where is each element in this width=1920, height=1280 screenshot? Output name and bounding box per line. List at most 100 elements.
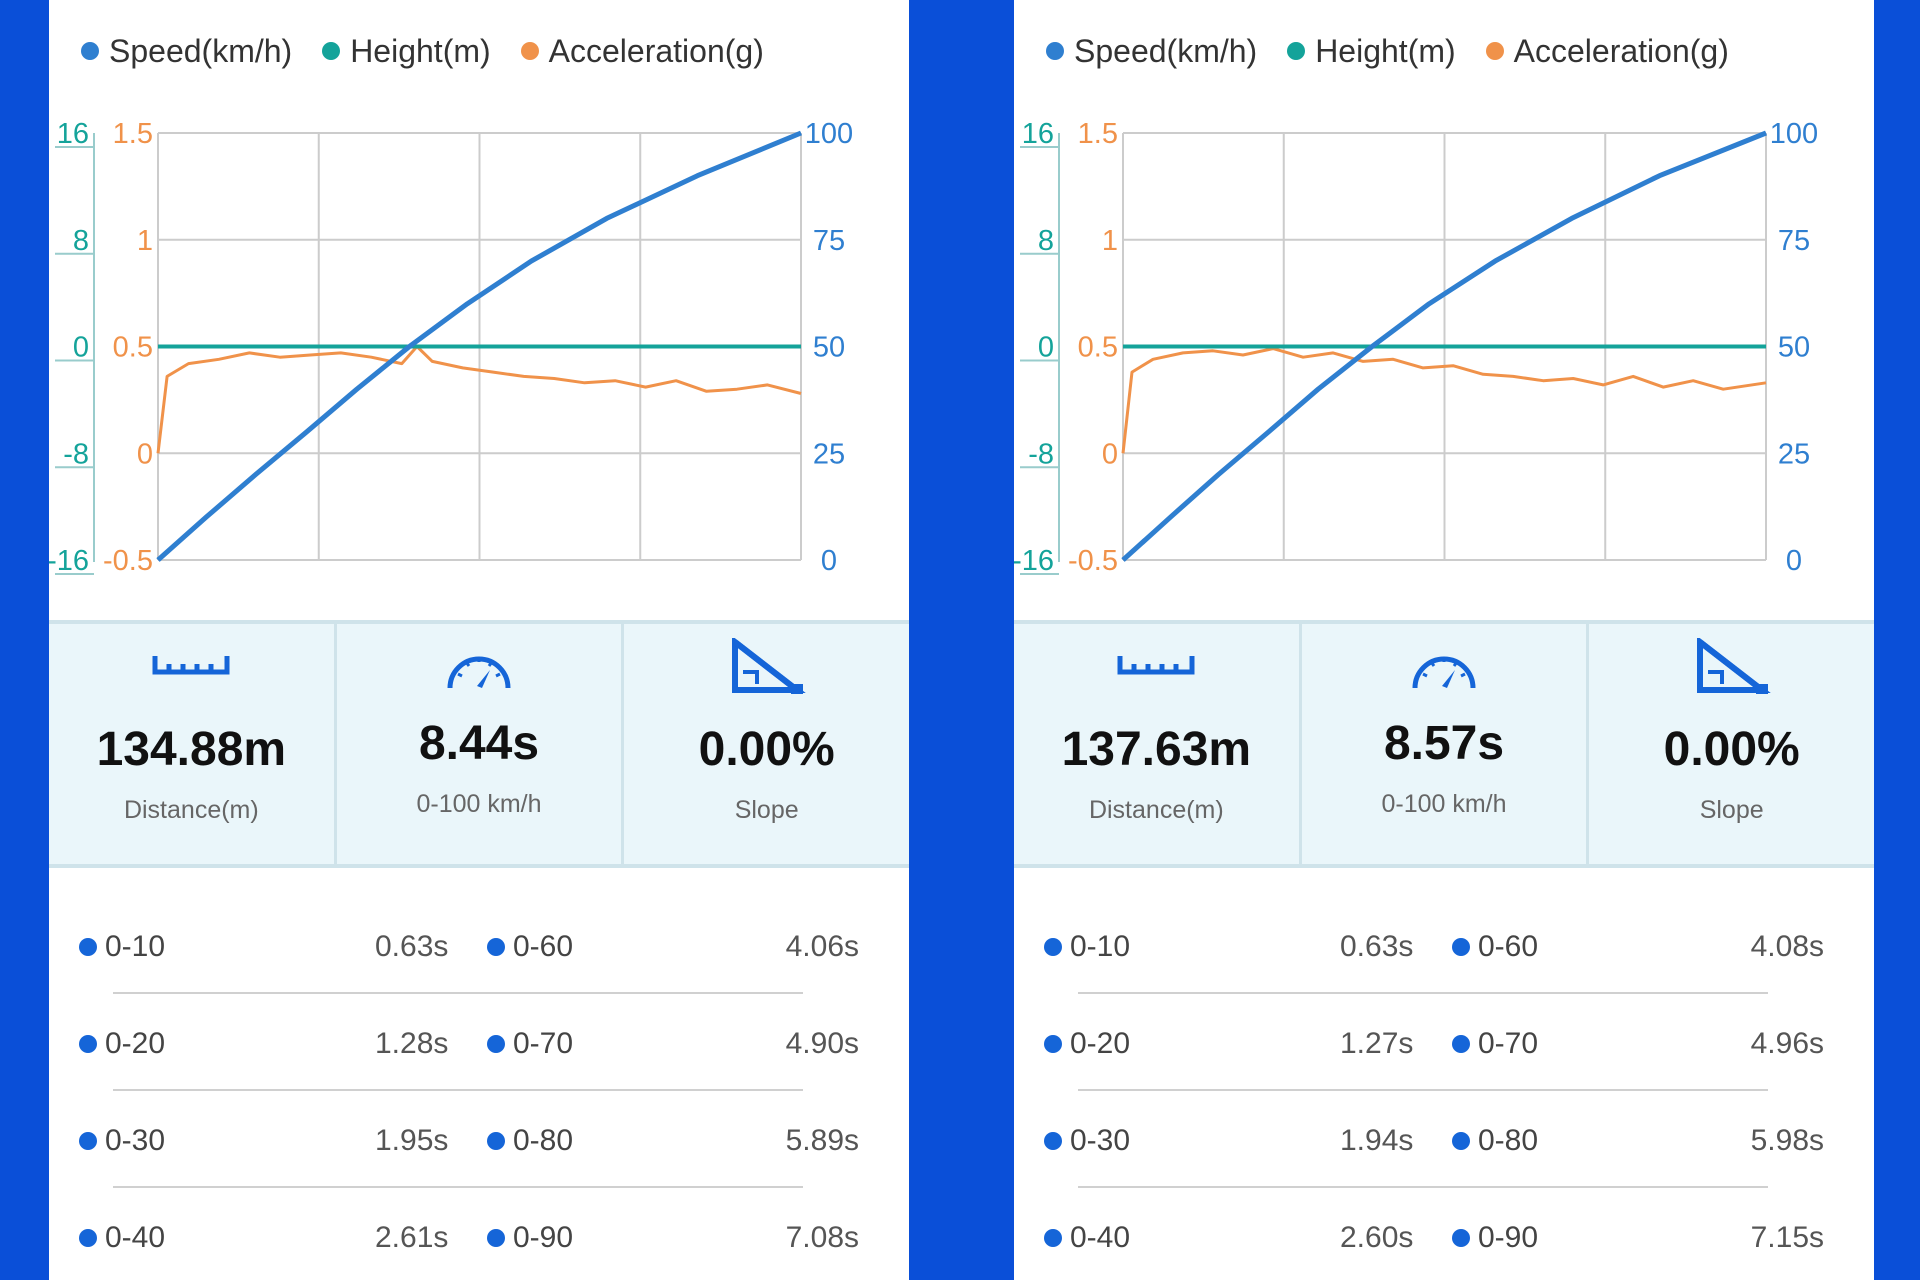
split-left-label: 0-30 <box>79 1124 165 1158</box>
legend-height[interactable]: Height(m) <box>322 32 491 70</box>
bullet-icon <box>79 938 97 956</box>
distance-label: Distance(m) <box>123 796 259 824</box>
bullet-icon <box>1044 1035 1062 1053</box>
bullet-icon <box>1452 1035 1470 1053</box>
divider <box>1078 1186 1768 1188</box>
split-right-label: 0-60 <box>487 930 573 964</box>
height-tick-label: -8 <box>1028 438 1054 470</box>
split-left-label: 0-40 <box>1044 1221 1130 1255</box>
stat-time: 8.57s 0-100 km/h <box>1298 624 1587 864</box>
performance-chart: 16 1.5 100 8 1 75 0 0.5 50 -8 0 25 -16 -0.5 0 <box>1014 118 1818 577</box>
stats-bar: 137.63m Distance(m) 8.57s 0-100 km/h 0.0… <box>1014 620 1874 868</box>
acceleration-line <box>156 345 802 454</box>
speed-tick-label: 100 <box>1770 118 1818 150</box>
bullet-icon <box>1044 1229 1062 1247</box>
height-tick-label: 0 <box>1038 332 1054 364</box>
accel-tick-label: -0.5 <box>1068 545 1118 577</box>
legend-label: Speed(km/h) <box>1074 32 1258 69</box>
speed-dot-icon <box>81 42 99 60</box>
split-label: 0-90 <box>513 1221 574 1254</box>
speed-tick-label: 0 <box>1786 545 1802 577</box>
bullet-icon <box>487 1229 505 1247</box>
speed-tick-label: 75 <box>813 225 845 257</box>
accel-tick-label: 0.5 <box>1078 332 1118 364</box>
split-times: 0-10 0.63s 0-60 4.06s 0-20 1.28s 0-70 4.… <box>49 920 909 1280</box>
split-label: 0-90 <box>1478 1221 1539 1254</box>
time-label: 0-100 km/h <box>1381 790 1507 818</box>
split-right-time: 5.98s <box>1750 1124 1824 1157</box>
accel-tick-label: -0.5 <box>103 545 153 577</box>
legend-height[interactable]: Height(m) <box>1287 32 1456 70</box>
split-left-time: 2.60s <box>1340 1221 1414 1254</box>
performance-chart: 16 1.5 100 8 1 75 0 0.5 50 -8 0 25 -16 -0.5 0 <box>49 118 853 577</box>
split-row: 0-40 2.60s 0-90 7.15s <box>1014 1211 1874 1280</box>
height-tick-label: 8 <box>73 225 89 257</box>
ruler-icon <box>1117 656 1195 675</box>
bullet-icon <box>487 938 505 956</box>
split-label: 0-70 <box>513 1027 574 1060</box>
stat-slope: 0.00% Slope <box>621 624 909 864</box>
bullet-icon <box>79 1132 97 1150</box>
split-left-time: 0.63s <box>375 930 449 963</box>
bullet-icon <box>1452 938 1470 956</box>
accel-tick-label: 1.5 <box>113 118 153 150</box>
speed-line <box>156 130 802 562</box>
accel-tick-label: 0 <box>1102 438 1118 470</box>
bullet-icon <box>1044 1132 1062 1150</box>
split-right-label: 0-80 <box>1452 1124 1538 1158</box>
bullet-icon <box>1452 1229 1470 1247</box>
distance-label: Distance(m) <box>1088 796 1224 824</box>
ruler-icon <box>152 656 230 675</box>
stat-slope: 0.00% Slope <box>1586 624 1874 864</box>
split-left-label: 0-10 <box>1044 930 1130 964</box>
split-left-time: 2.61s <box>375 1221 449 1254</box>
bullet-icon <box>79 1229 97 1247</box>
result-panel-left: Speed(km/h) Height(m) Acceleration(g) 16… <box>49 0 909 1280</box>
legend-label: Height(m) <box>350 32 491 69</box>
split-right-label: 0-80 <box>487 1124 573 1158</box>
distance-value: 134.88m <box>96 723 287 776</box>
split-row: 0-20 1.27s 0-70 4.96s <box>1014 1017 1874 1114</box>
split-right-label: 0-90 <box>1452 1221 1538 1255</box>
legend-speed[interactable]: Speed(km/h) <box>81 33 292 70</box>
speedometer-icon <box>1412 656 1476 689</box>
slope-icon <box>731 638 806 694</box>
legend-speed[interactable]: Speed(km/h) <box>1046 33 1257 70</box>
bullet-icon <box>79 1035 97 1053</box>
split-right-time: 4.90s <box>785 1027 859 1060</box>
legend-acceleration[interactable]: Acceleration(g) <box>520 33 764 70</box>
accel-tick-label: 1 <box>137 225 153 257</box>
split-left-time: 0.63s <box>1340 930 1414 963</box>
split-row: 0-10 0.63s 0-60 4.06s <box>49 920 909 1017</box>
legend-label: Speed(km/h) <box>109 32 293 69</box>
split-label: 0-80 <box>1478 1124 1539 1157</box>
legend-acceleration[interactable]: Acceleration(g) <box>1485 32 1729 70</box>
split-left-time: 1.28s <box>375 1027 449 1060</box>
slope-icon <box>1696 638 1771 694</box>
chart-legend: Speed(km/h) Height(m) Acceleration(g) <box>1046 30 1729 72</box>
legend-label: Acceleration(g) <box>1513 32 1729 69</box>
split-left-label: 0-20 <box>79 1027 165 1061</box>
split-right-time: 7.15s <box>1750 1221 1824 1254</box>
split-label: 0-80 <box>513 1124 574 1157</box>
height-tick-label: 0 <box>73 332 89 364</box>
speed-tick-label: 25 <box>1778 438 1810 470</box>
split-times: 0-10 0.63s 0-60 4.08s 0-20 1.27s 0-70 4.… <box>1014 920 1874 1280</box>
height-tick-label: -8 <box>63 438 89 470</box>
speed-tick-label: 75 <box>1778 225 1810 257</box>
bullet-icon <box>1044 938 1062 956</box>
divider <box>113 1186 803 1188</box>
split-label: 0-70 <box>1478 1027 1539 1060</box>
split-left-label: 0-30 <box>1044 1124 1130 1158</box>
speed-tick-label: 50 <box>813 332 845 364</box>
split-left-label: 0-40 <box>79 1221 165 1255</box>
legend-label: Height(m) <box>1315 32 1456 69</box>
split-left-time: 1.27s <box>1340 1027 1414 1060</box>
divider <box>1078 1089 1768 1091</box>
split-label: 0-10 <box>1070 930 1131 963</box>
split-right-time: 7.08s <box>785 1221 859 1254</box>
stats-bar: 134.88m Distance(m) 8.44s 0-100 km/h 0.0… <box>49 620 909 868</box>
divider <box>113 992 803 994</box>
height-dot-icon <box>322 42 341 60</box>
speed-tick-label: 100 <box>805 118 853 150</box>
